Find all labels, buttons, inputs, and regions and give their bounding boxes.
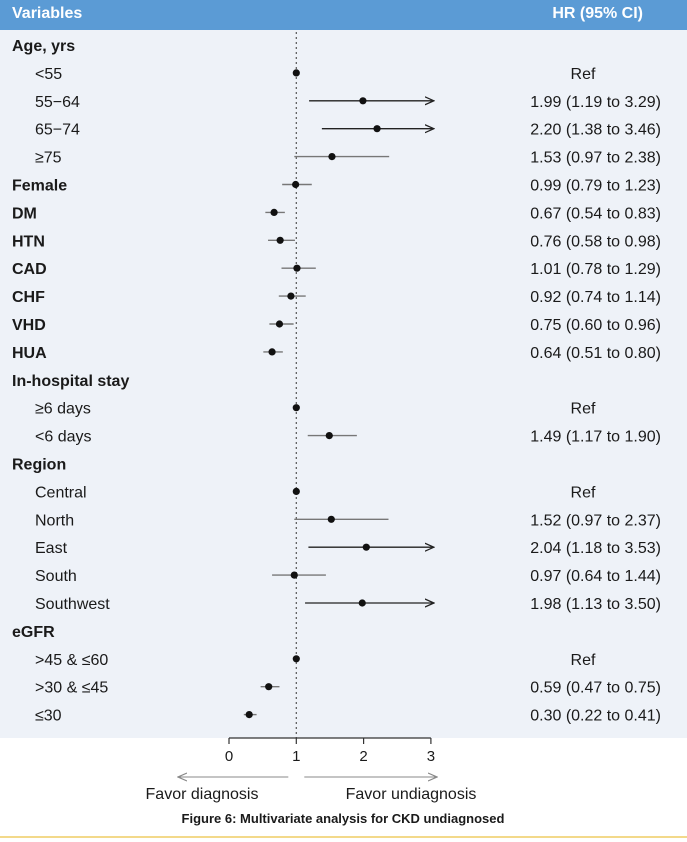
favor-diagnosis-label: Favor diagnosis: [146, 786, 259, 803]
hr-ci-value: 0.67 (0.54 to 0.83): [530, 205, 661, 222]
hr-ci-value: Ref: [571, 652, 596, 669]
hr-ci-header: HR (95% CI): [552, 5, 643, 22]
group-label: Region: [12, 457, 66, 474]
hr-ci-value: 1.53 (0.97 to 2.38): [530, 150, 661, 167]
row-label: Female: [12, 178, 67, 195]
point-estimate: [292, 69, 300, 77]
x-tick-label: 1: [292, 748, 300, 765]
row-label: DM: [12, 205, 37, 222]
point-estimate: [268, 348, 276, 356]
row-label: CAD: [12, 261, 47, 278]
point-estimate: [293, 264, 301, 272]
hr-ci-value: Ref: [571, 401, 596, 418]
point-estimate: [292, 404, 300, 412]
row-label: HUA: [12, 345, 47, 362]
variables-header: Variables: [12, 5, 83, 22]
row-label: HTN: [12, 233, 45, 250]
hr-ci-value: 1.49 (1.17 to 1.90): [530, 429, 661, 446]
row-label: East: [35, 540, 68, 557]
hr-ci-value: 0.64 (0.51 to 0.80): [530, 345, 661, 362]
row-label: ≥6 days: [35, 401, 91, 418]
x-tick-label: 3: [427, 748, 435, 765]
x-tick-label: 2: [359, 748, 367, 765]
row-label: Southwest: [35, 596, 110, 613]
plot-panel: [0, 0, 687, 738]
hr-ci-value: 0.59 (0.47 to 0.75): [530, 680, 661, 697]
x-tick-label: 0: [225, 748, 233, 765]
point-estimate: [275, 320, 284, 328]
point-estimate: [265, 683, 273, 691]
row-label: VHD: [12, 317, 46, 334]
row-label: 55−64: [35, 94, 80, 111]
group-label: Age, yrs: [12, 38, 75, 55]
point-estimate: [358, 599, 366, 607]
hr-ci-value: 2.04 (1.18 to 3.53): [530, 540, 661, 557]
point-estimate: [359, 97, 367, 105]
favor-undiagnosis-label: Favor undiagnosis: [346, 786, 477, 803]
row-label: >30 & ≤45: [35, 680, 108, 697]
hr-ci-value: 1.98 (1.13 to 3.50): [530, 596, 661, 613]
hr-ci-value: 0.76 (0.58 to 0.98): [530, 233, 661, 250]
figure-caption: Figure 6: Multivariate analysis for CKD …: [182, 811, 505, 826]
row-label: South: [35, 568, 77, 585]
point-estimate: [292, 487, 300, 495]
point-estimate: [270, 208, 278, 216]
row-label: CHF: [12, 289, 45, 306]
row-label: Central: [35, 484, 87, 501]
point-estimate: [276, 236, 284, 244]
hr-ci-value: 0.99 (0.79 to 1.23): [530, 178, 661, 195]
row-label: North: [35, 512, 74, 529]
point-estimate: [287, 292, 295, 300]
hr-ci-value: 2.20 (1.38 to 3.46): [530, 122, 661, 139]
hr-ci-value: Ref: [571, 484, 596, 501]
point-estimate: [245, 711, 253, 719]
row-label: <55: [35, 66, 62, 83]
bottom-rule: [0, 836, 687, 838]
hr-ci-value: Ref: [571, 66, 596, 83]
hr-ci-value: 0.92 (0.74 to 1.14): [530, 289, 661, 306]
row-label: <6 days: [35, 429, 91, 446]
row-label: ≥75: [35, 150, 62, 167]
point-estimate: [327, 515, 335, 523]
point-estimate: [292, 180, 300, 189]
point-estimate: [292, 655, 300, 663]
hr-ci-value: 0.75 (0.60 to 0.96): [530, 317, 661, 334]
row-label: >45 & ≤60: [35, 652, 108, 669]
hr-ci-value: 1.01 (0.78 to 1.29): [530, 261, 661, 278]
hr-ci-value: 1.99 (1.19 to 3.29): [530, 94, 661, 111]
point-estimate: [362, 543, 370, 551]
row-label: 65−74: [35, 122, 80, 139]
point-estimate: [328, 153, 336, 161]
row-label: ≤30: [35, 708, 62, 725]
point-estimate: [373, 125, 381, 133]
header-bar: Variables HR (95% CI): [0, 0, 687, 30]
point-estimate: [290, 571, 298, 579]
hr-ci-value: 1.52 (0.97 to 2.37): [530, 512, 661, 529]
group-label: In-hospital stay: [12, 373, 129, 390]
hr-ci-value: 0.30 (0.22 to 0.41): [530, 708, 661, 725]
group-label: eGFR: [12, 624, 55, 641]
hr-ci-value: 0.97 (0.64 to 1.44): [530, 568, 661, 585]
point-estimate: [325, 432, 333, 440]
